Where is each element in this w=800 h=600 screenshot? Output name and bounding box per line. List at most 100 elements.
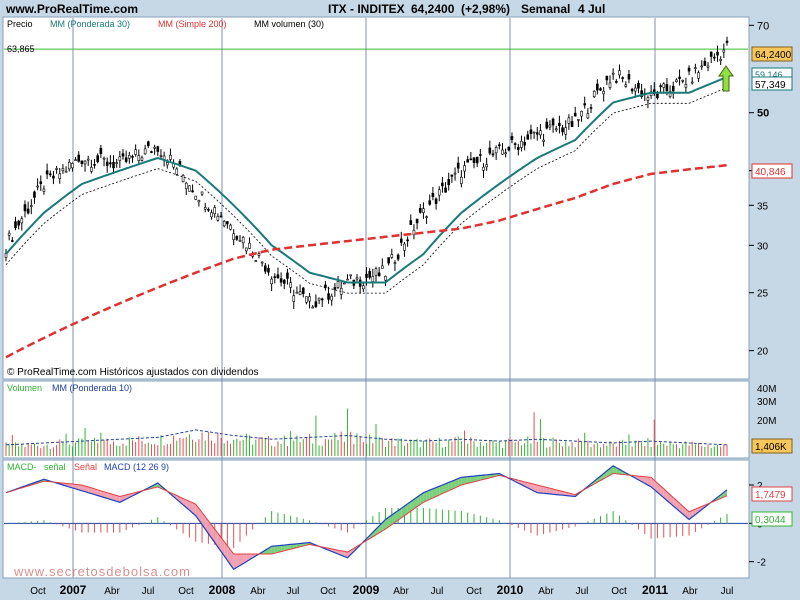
candle-body xyxy=(124,157,128,162)
macd-signal-fill xyxy=(110,493,114,501)
candle-body xyxy=(140,157,144,161)
macd-signal-fill xyxy=(97,489,101,497)
candle-body xyxy=(270,278,273,285)
candle-body xyxy=(545,121,549,129)
macd-signal-fill xyxy=(100,490,105,498)
candle-body xyxy=(7,232,11,236)
candle-body xyxy=(112,162,115,169)
x-tick-label: Jul xyxy=(576,586,589,597)
macd-signal-fill xyxy=(240,554,244,566)
tag-price-box xyxy=(751,46,793,62)
macd-signal-fill xyxy=(480,475,484,481)
watermark: www.secretosdebolsa.com xyxy=(13,564,191,579)
x-tick-label: 2008 xyxy=(209,583,236,597)
candle-body xyxy=(434,198,438,204)
candle-body xyxy=(52,175,55,179)
candle-body xyxy=(665,84,669,92)
candle-body xyxy=(491,153,495,156)
candle-body xyxy=(592,91,596,97)
candle-body xyxy=(700,65,704,68)
macd-signal-fill xyxy=(274,545,278,554)
tag-volume: 1,406K xyxy=(755,442,787,453)
tag-hist-box xyxy=(751,511,793,527)
price-y-label: 50 xyxy=(757,108,769,120)
site-title[interactable]: www.ProRealTime.com xyxy=(5,2,138,16)
candle-body xyxy=(387,257,390,264)
candle-body xyxy=(548,124,552,128)
candle-body xyxy=(567,117,571,124)
price-y-label: 35 xyxy=(757,201,769,212)
volume-layer xyxy=(5,408,728,456)
candle-body xyxy=(437,189,441,196)
candle-body xyxy=(229,224,232,230)
last-price: 64,2400 xyxy=(411,2,455,16)
candle-body xyxy=(580,111,583,117)
candle-body xyxy=(520,140,523,148)
candle-body xyxy=(627,74,631,80)
candle-body xyxy=(466,159,469,163)
candle-body xyxy=(39,181,43,184)
x-tick-label: 2009 xyxy=(353,583,380,597)
candle-body xyxy=(551,118,555,126)
candle-body xyxy=(469,158,473,161)
macd-signal-fill xyxy=(426,490,430,501)
candle-body xyxy=(494,147,498,154)
candle-body xyxy=(77,154,81,162)
candle-body xyxy=(121,153,125,157)
candle-body xyxy=(279,278,283,283)
candle-body xyxy=(20,218,24,224)
legend-senal: Señal xyxy=(74,462,97,472)
candle-body xyxy=(684,84,688,88)
candle-body xyxy=(355,277,359,280)
candle-body xyxy=(86,158,90,161)
candle-body xyxy=(368,271,371,278)
candle-body xyxy=(589,107,593,109)
x-tick-label: Jul xyxy=(431,586,444,597)
candle-body xyxy=(694,67,697,69)
candle-body xyxy=(194,195,198,200)
macd-signal-fill xyxy=(695,507,699,515)
macd-signal-fill xyxy=(556,489,560,495)
candle-body xyxy=(558,122,561,127)
candle-body xyxy=(463,165,466,172)
candle-body xyxy=(504,152,507,155)
macd-signal-fill xyxy=(293,543,297,549)
macd-signal-fill xyxy=(413,497,418,509)
price-panel[interactable] xyxy=(2,16,750,380)
volume-y-label: 20M xyxy=(757,416,776,427)
candle-body xyxy=(479,154,482,156)
macd-signal-fill xyxy=(474,475,478,482)
macd-signal-fill xyxy=(442,483,446,494)
candle-body xyxy=(134,149,137,155)
legend-volumen: Volumen xyxy=(7,383,42,393)
macd-signal-fill xyxy=(723,489,727,498)
candle-body xyxy=(11,240,14,242)
tag-volume-box xyxy=(751,438,793,454)
candle-body xyxy=(336,281,340,288)
candle-body xyxy=(55,168,58,170)
sma200-line xyxy=(5,163,728,359)
macd-signal-fill xyxy=(230,549,234,570)
candle-body xyxy=(235,236,239,240)
price-y-label: 20 xyxy=(757,347,769,358)
candle-body xyxy=(320,298,324,301)
candle-body xyxy=(188,185,191,192)
macd-signal-fill xyxy=(461,477,465,485)
candle-body xyxy=(409,220,413,225)
macd-panel[interactable] xyxy=(2,459,750,579)
candle-body xyxy=(630,88,634,92)
candle-body xyxy=(602,91,605,95)
candle-body xyxy=(210,212,213,218)
candle-body xyxy=(216,215,220,221)
candle-body xyxy=(241,237,245,244)
macd-signal-fill xyxy=(243,554,247,564)
macd-signal-fill xyxy=(94,488,98,496)
legend-wma30: MM (Ponderada 30) xyxy=(50,19,130,29)
legend-vol-wma: MM (Ponderada 10) xyxy=(52,383,132,393)
candle-body xyxy=(175,168,179,175)
candle-body xyxy=(226,221,229,225)
macd-signal-fill xyxy=(88,486,92,494)
candle-body xyxy=(29,205,33,207)
candle-body xyxy=(159,155,163,157)
